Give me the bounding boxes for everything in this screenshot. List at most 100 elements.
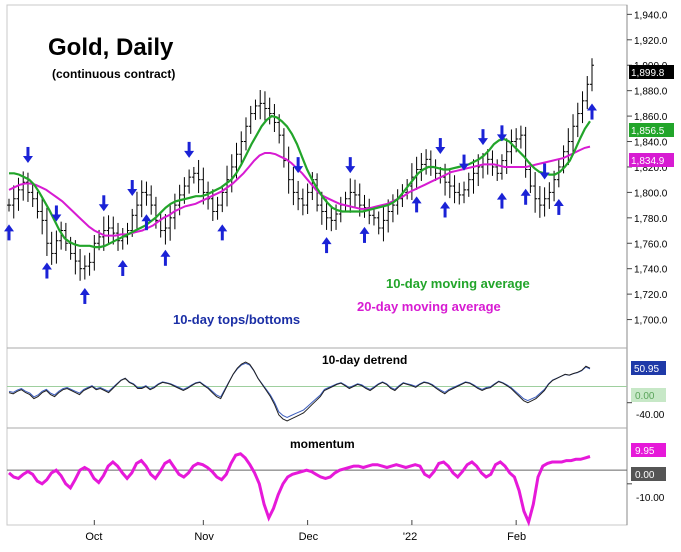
ma20-label: 20-day moving average — [357, 299, 501, 314]
up-arrow-icon — [359, 226, 370, 243]
price-tick-label: 1,840.0 — [634, 138, 668, 149]
tops-bottoms-label: 10-day tops/bottoms — [173, 312, 300, 327]
arrow-head — [217, 224, 228, 232]
down-arrow-icon — [345, 157, 356, 174]
arrow-head — [160, 249, 171, 257]
down-arrow-icon — [477, 129, 488, 146]
momentum-line — [8, 452, 591, 527]
up-arrow-icon — [496, 192, 507, 209]
x-tick-label: Dec — [299, 531, 319, 543]
detrend-line — [8, 361, 591, 422]
up-arrow-icon — [41, 262, 52, 279]
down-arrow-icon — [51, 205, 62, 222]
down-arrow-icon — [293, 157, 304, 174]
top-bottom-arrows — [4, 103, 597, 304]
detrend-line-thin — [8, 362, 591, 418]
price-tick-label: 1,760.0 — [634, 239, 668, 250]
up-arrow-icon — [117, 259, 128, 276]
up-arrow-icon — [411, 196, 422, 213]
up-arrow-icon — [79, 287, 90, 304]
up-arrow-icon — [440, 201, 451, 218]
price-tick-label: 1,720.0 — [634, 290, 668, 301]
arrow-head — [293, 166, 304, 174]
chart-subtitle: (continuous contract) — [52, 67, 175, 81]
down-arrow-icon — [435, 138, 446, 155]
arrow-head — [587, 103, 597, 111]
arrow-head — [496, 134, 507, 142]
down-arrow-icon — [539, 163, 550, 180]
down-arrow-icon — [184, 141, 195, 158]
x-tick-label: '22 — [403, 531, 417, 543]
arrow-head — [440, 201, 451, 209]
price-last-value: 1,899.8 — [631, 68, 665, 79]
arrow-head — [141, 214, 152, 222]
down-arrow-icon — [22, 146, 33, 163]
arrow-head — [22, 155, 33, 163]
up-arrow-icon — [217, 224, 228, 241]
arrow-head — [79, 287, 90, 295]
up-arrow-icon — [141, 214, 152, 231]
arrow-head — [41, 262, 52, 270]
down-arrow-icon — [127, 180, 138, 197]
momentum-zero-value: 0.00 — [635, 470, 655, 481]
x-tick-label: Feb — [507, 531, 526, 543]
down-arrow-icon — [496, 125, 507, 142]
momentum-last-badge: 9.95 — [631, 443, 666, 457]
up-arrow-icon — [160, 249, 171, 266]
arrow-head — [4, 224, 14, 232]
up-arrow-icon — [587, 103, 597, 120]
up-arrow-icon — [553, 198, 564, 215]
detrend-tick-label: -40.00 — [636, 410, 665, 421]
momentum-tick-label: -10.00 — [636, 493, 665, 504]
x-tick-label: Nov — [194, 531, 214, 543]
arrow-head — [359, 226, 370, 234]
up-arrow-icon — [4, 224, 14, 241]
price-tick-label: 1,800.0 — [634, 188, 668, 199]
momentum-label: momentum — [290, 437, 355, 451]
price-tick-label: 1,860.0 — [634, 112, 668, 123]
detrend-label: 10-day detrend — [322, 353, 407, 367]
arrow-head — [459, 163, 470, 171]
ma10-last-badge: 1,856.5 — [629, 123, 674, 137]
arrow-head — [477, 138, 488, 146]
down-arrow-icon — [98, 195, 109, 212]
arrow-head — [184, 150, 195, 158]
price-tick-label: 1,820.0 — [634, 163, 668, 174]
arrow-head — [496, 192, 507, 200]
arrow-head — [435, 147, 446, 155]
price-tick-label: 1,880.0 — [634, 87, 668, 98]
arrow-head — [411, 196, 422, 204]
detrend-last-badge: 50.95 — [631, 361, 666, 375]
up-arrow-icon — [321, 237, 332, 254]
down-arrow-icon — [459, 154, 470, 171]
arrow-head — [553, 198, 564, 206]
ma10-label: 10-day moving average — [386, 276, 530, 291]
x-axis: Oct Nov Dec '22 Feb — [85, 531, 526, 543]
price-bars — [7, 58, 594, 281]
month-gridlines — [93, 520, 517, 525]
arrow-head — [345, 166, 356, 174]
arrow-head — [127, 189, 138, 197]
ma20-last-badge: 1,834.9 — [629, 153, 674, 167]
ma10-line — [9, 114, 591, 249]
momentum-zero-badge: 0.00 — [631, 467, 666, 481]
arrow-head — [539, 172, 550, 180]
arrow-head — [117, 259, 128, 267]
detrend-last-value: 50.95 — [634, 364, 659, 375]
x-tick-label: Oct — [85, 531, 102, 543]
price-tick-label: 1,940.0 — [634, 10, 668, 21]
price-tick-label: 1,920.0 — [634, 36, 668, 47]
price-tick-label: 1,740.0 — [634, 265, 668, 276]
ma10-last-value: 1,856.5 — [631, 126, 665, 137]
arrow-head — [98, 204, 109, 212]
price-last-badge: 1,899.8 — [629, 65, 674, 79]
price-tick-label: 1,700.0 — [634, 316, 668, 327]
detrend-zero-badge: 0.00 — [631, 388, 666, 402]
ma20-last-value: 1,834.9 — [631, 156, 665, 167]
detrend-zero-value: 0.00 — [635, 391, 655, 402]
arrow-head — [321, 237, 332, 245]
plot-frame — [6, 4, 628, 526]
momentum-last-value: 9.95 — [635, 446, 655, 457]
arrow-head — [51, 214, 62, 222]
